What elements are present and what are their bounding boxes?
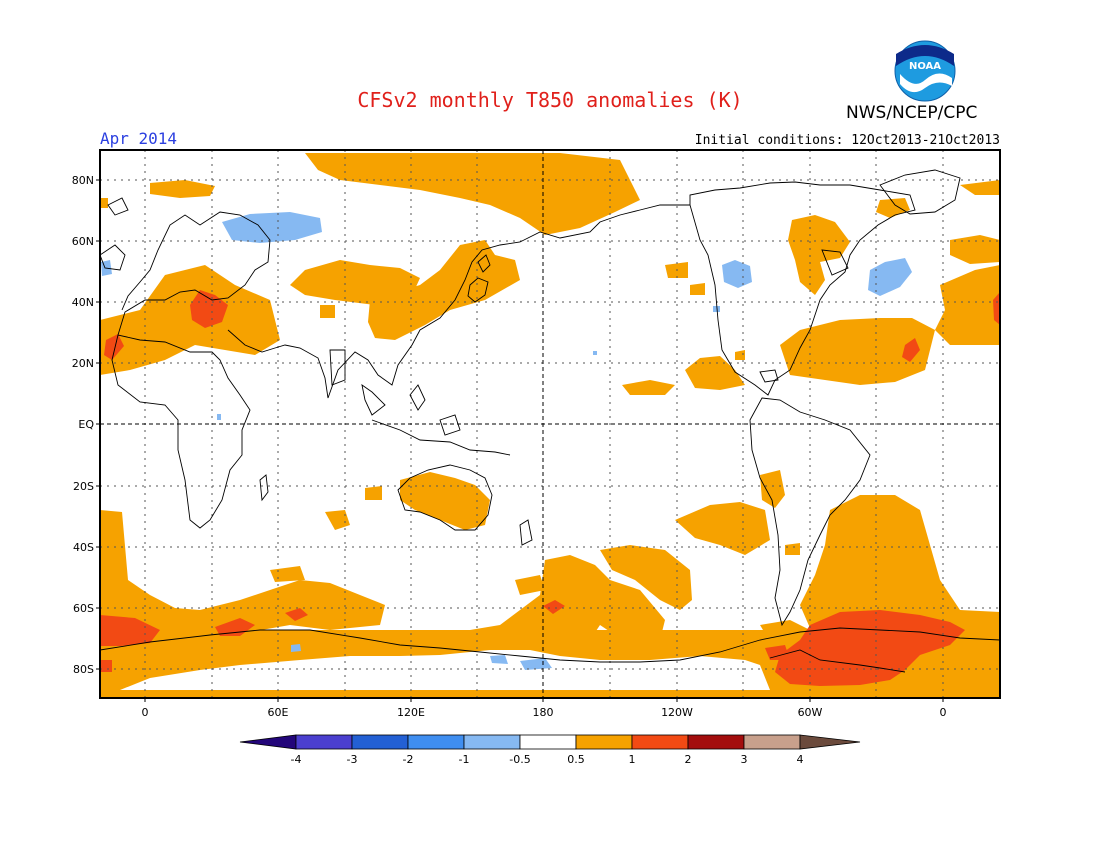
noaa-logo: NOAA (894, 40, 956, 102)
noaa-logo-text: NOAA (909, 61, 941, 72)
colorbar-label: 4 (797, 753, 804, 766)
lat-label: 20S (73, 480, 94, 493)
colorbar-label: 0.5 (567, 753, 585, 766)
colorbar-label: -4 (291, 753, 302, 766)
colorbar-swatch (239, 734, 297, 750)
lat-label: 60N (72, 235, 94, 248)
colorbar-label: 2 (685, 753, 692, 766)
colorbar-swatch (575, 734, 633, 750)
warm-anomaly-regions (100, 153, 1000, 698)
lon-label: 60W (798, 706, 823, 719)
lat-label: 20N (72, 357, 94, 370)
colorbar-labels: -4 -3 -2 -1 -0.5 0.5 1 2 3 4 (291, 753, 804, 766)
colorbar-label: 1 (629, 753, 636, 766)
colorbar-label: -2 (403, 753, 414, 766)
colorbar-swatch (407, 734, 465, 750)
initial-conditions: Initial conditions: 12Oct2013-21Oct2013 (694, 133, 1000, 148)
cool-anomaly-regions (101, 212, 912, 670)
colorbar-label: 3 (741, 753, 748, 766)
lon-label: 0 (142, 706, 149, 719)
colorbar-swatch (351, 734, 409, 750)
lat-label: 60S (73, 602, 94, 615)
lat-label: EQ (78, 418, 94, 431)
lat-label: 40N (72, 296, 94, 309)
lat-ticks (96, 179, 100, 670)
latitude-labels: 80N 60N 40N 20N EQ 20S 40S 60S 80S (72, 174, 95, 676)
colorbar-swatch (687, 734, 745, 750)
lon-label: 60E (268, 706, 289, 719)
forecast-month: Apr 2014 (100, 129, 178, 148)
lat-label: 80S (73, 663, 94, 676)
longitude-labels: 0 60E 120E 180 120W 60W 0 (142, 706, 947, 719)
lon-label: 120E (397, 706, 425, 719)
map-title: CFSv2 monthly T850 anomalies (K) (357, 88, 743, 112)
coastlines (100, 169, 1000, 673)
colorbar-label: -1 (459, 753, 470, 766)
map-field (100, 150, 1000, 698)
colorbar-swatch (295, 734, 353, 750)
lon-label: 0 (940, 706, 947, 719)
colorbar-swatch (743, 734, 801, 750)
lat-label: 80N (72, 174, 94, 187)
colorbar (239, 734, 861, 750)
colorbar-label: -3 (347, 753, 358, 766)
graticule (100, 150, 1000, 698)
colorbar-swatch (799, 734, 861, 750)
lon-ticks (144, 698, 944, 702)
lat-label: 40S (73, 541, 94, 554)
colorbar-swatch (519, 734, 577, 750)
lon-label: 120W (661, 706, 693, 719)
organization-label: NWS/NCEP/CPC (846, 103, 978, 123)
colorbar-label: -0.5 (509, 753, 530, 766)
colorbar-swatch (631, 734, 689, 750)
equator-dateline (100, 150, 1000, 698)
lon-label: 180 (533, 706, 554, 719)
colorbar-swatch (463, 734, 521, 750)
